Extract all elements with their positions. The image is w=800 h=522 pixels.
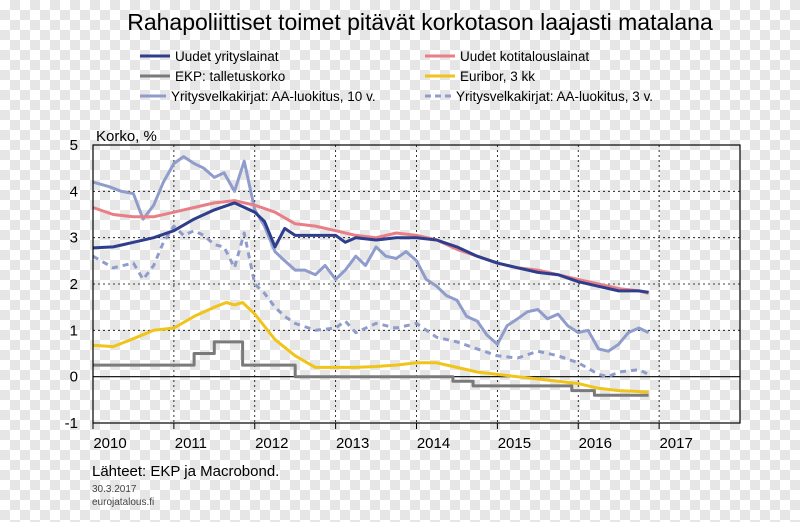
date-note: 30.3.2017	[92, 484, 137, 495]
y-tick-label: 4	[70, 183, 78, 200]
series-line-yritysvelkakirjat-aa-luokitus-10-v	[92, 155, 650, 353]
series-line-uudet-yrityslainat	[92, 201, 649, 294]
legend-label: Yritysvelkakirjat: AA-luokitus, 3 v.	[456, 89, 653, 104]
y-axis-label: Korko, %	[96, 128, 157, 145]
legend-label: Euribor, 3 kk	[460, 69, 535, 84]
y-tick-label: 1	[70, 322, 78, 339]
y-tick-label: 5	[70, 137, 78, 154]
x-tick-label: 2010	[93, 435, 126, 452]
y-tick-label: 0	[70, 369, 78, 386]
series-line-yritysvelkakirjat-aa-luokitus-3-v	[92, 224, 650, 379]
x-tick-label: 2012	[255, 435, 288, 452]
y-tick-label: 2	[70, 276, 78, 293]
x-tick-label: 2013	[336, 435, 369, 452]
x-tick-label: 2015	[498, 435, 531, 452]
axes: -1 0 1 2 3 4 5 2010 2011 2012 2013 2014 2015 2016 2017	[65, 137, 741, 452]
y-tick-label: -1	[65, 415, 78, 432]
source-note: Lähteet: EKP ja Macrobond.	[92, 463, 279, 480]
legend-label: EKP: talletuskorko	[175, 69, 285, 84]
series-line-ekp-talletuskorko	[93, 340, 649, 397]
y-tick-label: 3	[70, 230, 78, 247]
grid	[93, 145, 740, 423]
legend-label: Uudet yrityslainat	[175, 49, 279, 64]
x-tick-label: 2017	[659, 435, 692, 452]
series-layer	[92, 155, 650, 397]
site-note: eurojatalous.fi	[92, 497, 154, 508]
series-line-uudet-kotitalouslainat	[92, 199, 649, 295]
x-tick-label: 2016	[579, 435, 612, 452]
series-line-euribor-3-kk	[92, 301, 649, 394]
chart-title: Rahapoliittiset toimet pitävät korkotaso…	[127, 9, 713, 35]
x-tick-label: 2014	[417, 435, 450, 452]
legend-label: Yritysvelkakirjat: AA-luokitus, 10 v.	[171, 89, 376, 104]
x-tick-label: 2011	[175, 435, 207, 452]
legend: Uudet yrityslainat Uudet kotitalouslainat…	[140, 49, 653, 104]
legend-label: Uudet kotitalouslainat	[460, 49, 589, 64]
